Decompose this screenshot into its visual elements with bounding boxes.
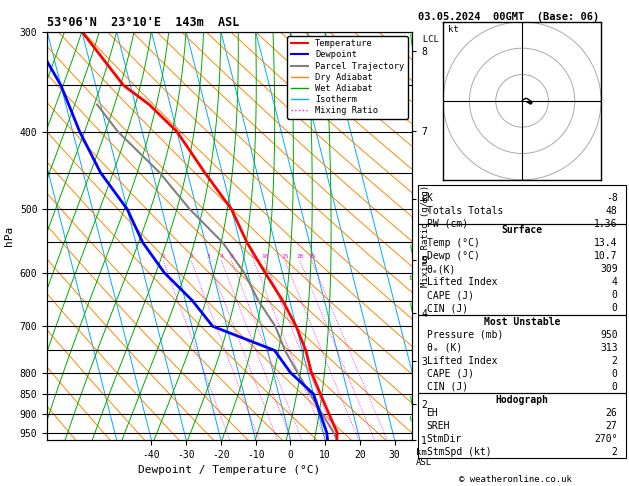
Text: 950: 950 [600, 330, 618, 340]
Text: Hodograph: Hodograph [496, 395, 548, 405]
Text: 25: 25 [308, 254, 316, 259]
X-axis label: Dewpoint / Temperature (°C): Dewpoint / Temperature (°C) [138, 465, 321, 475]
Text: 4: 4 [220, 254, 223, 259]
Text: Totals Totals: Totals Totals [426, 206, 503, 216]
Text: 1: 1 [162, 254, 165, 259]
Text: 2: 2 [611, 447, 618, 457]
Text: 270°: 270° [594, 434, 618, 444]
Text: Temp (°C): Temp (°C) [426, 238, 479, 248]
Text: 0: 0 [611, 291, 618, 300]
Text: 0: 0 [611, 382, 618, 392]
Bar [418, 315, 626, 393]
Text: 5: 5 [230, 254, 233, 259]
Bar [418, 185, 626, 224]
Text: kt: kt [448, 25, 459, 35]
Text: km
ASL: km ASL [416, 448, 431, 468]
Text: -8: -8 [606, 193, 618, 203]
Text: © weatheronline.co.uk: © weatheronline.co.uk [459, 474, 572, 484]
Text: 20: 20 [296, 254, 304, 259]
Text: 309: 309 [600, 264, 618, 275]
Text: 10.7: 10.7 [594, 251, 618, 261]
Y-axis label: hPa: hPa [4, 226, 14, 246]
Text: EH: EH [426, 408, 438, 418]
Text: CAPE (J): CAPE (J) [426, 291, 474, 300]
Text: 10: 10 [261, 254, 269, 259]
Text: CAPE (J): CAPE (J) [426, 369, 474, 379]
Text: 3: 3 [207, 254, 211, 259]
Text: 0: 0 [611, 303, 618, 313]
Text: 27: 27 [606, 421, 618, 431]
Text: Surface: Surface [501, 226, 543, 235]
Text: Lifted Index: Lifted Index [426, 278, 497, 287]
Text: 15: 15 [281, 254, 289, 259]
Text: CIN (J): CIN (J) [426, 303, 468, 313]
Text: Dewp (°C): Dewp (°C) [426, 251, 479, 261]
Text: 03.05.2024  00GMT  (Base: 06): 03.05.2024 00GMT (Base: 06) [418, 12, 599, 22]
Text: PW (cm): PW (cm) [426, 219, 468, 229]
Text: K: K [426, 193, 433, 203]
Text: Mixing Ratio (g/kg): Mixing Ratio (g/kg) [421, 185, 430, 287]
Text: θₑ(K): θₑ(K) [426, 264, 456, 275]
Text: StmSpd (kt): StmSpd (kt) [426, 447, 491, 457]
Text: 2: 2 [189, 254, 193, 259]
Text: 26: 26 [606, 408, 618, 418]
Text: Pressure (mb): Pressure (mb) [426, 330, 503, 340]
Legend: Temperature, Dewpoint, Parcel Trajectory, Dry Adiabat, Wet Adiabat, Isotherm, Mi: Temperature, Dewpoint, Parcel Trajectory… [287, 36, 408, 119]
Text: SREH: SREH [426, 421, 450, 431]
Text: 0: 0 [611, 369, 618, 379]
Text: Lifted Index: Lifted Index [426, 356, 497, 365]
Text: 8: 8 [252, 254, 255, 259]
Text: CIN (J): CIN (J) [426, 382, 468, 392]
Text: LCL: LCL [412, 35, 439, 44]
Text: 1.36: 1.36 [594, 219, 618, 229]
Text: 313: 313 [600, 343, 618, 353]
Text: StmDir: StmDir [426, 434, 462, 444]
Bar [418, 393, 626, 458]
Text: Most Unstable: Most Unstable [484, 316, 560, 327]
Text: 53°06'N  23°10'E  143m  ASL: 53°06'N 23°10'E 143m ASL [47, 16, 240, 29]
Text: 48: 48 [606, 206, 618, 216]
Text: θₑ (K): θₑ (K) [426, 343, 462, 353]
Text: 2: 2 [611, 356, 618, 365]
Bar [418, 224, 626, 315]
Text: 4: 4 [611, 278, 618, 287]
Text: 13.4: 13.4 [594, 238, 618, 248]
